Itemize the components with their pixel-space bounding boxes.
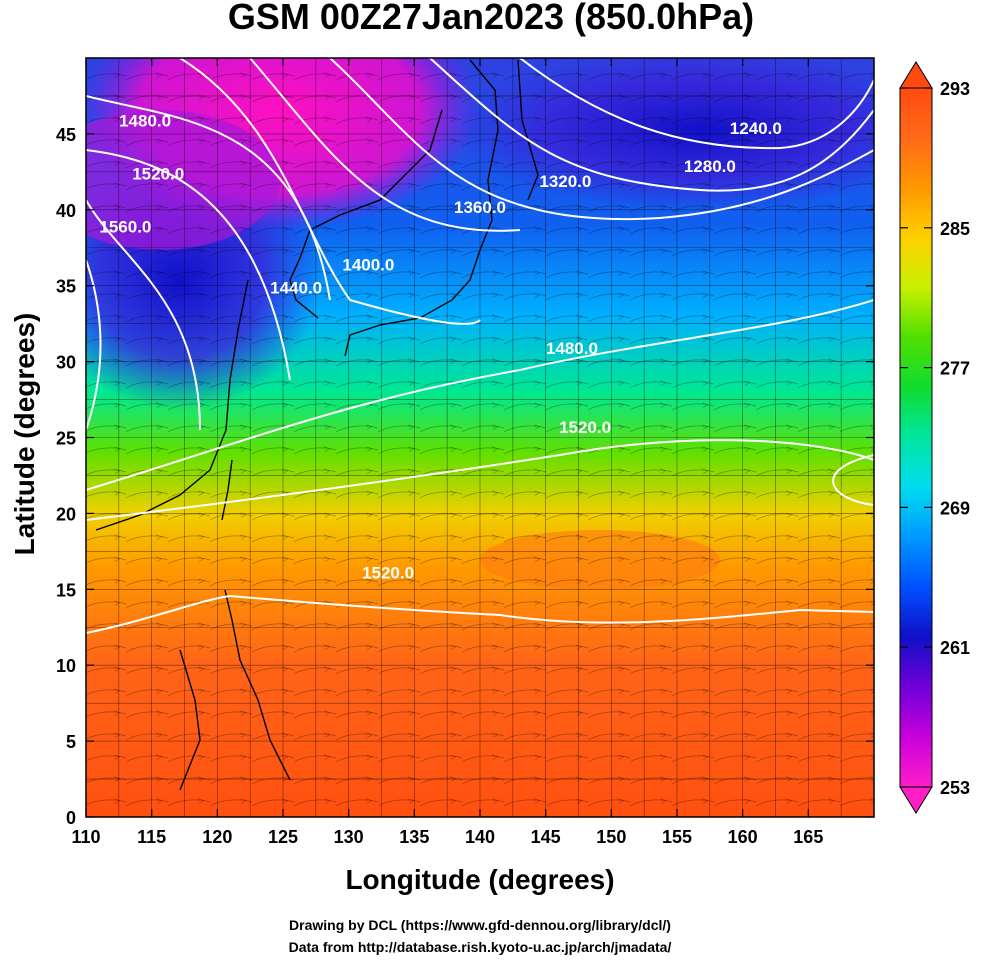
x-tick-label: 165 [793,827,823,847]
x-tick-label: 135 [399,827,429,847]
colorbar-tick-label: 269 [940,498,970,518]
y-axis-label: Latitude (degrees) [9,312,40,556]
x-tick-label: 140 [465,827,495,847]
credit-line-2: Data from http://database.rish.kyoto-u.a… [288,939,672,955]
x-axis-ticks: 110 115 120 125 130 135 140 145 150 155 160 165 [71,58,823,847]
contour-label: 1280.0 [684,157,736,176]
y-axis-ticks: 0 5 10 15 20 25 30 35 40 45 [56,125,874,828]
x-tick-label: 155 [662,827,692,847]
map-title: GSM 00Z27Jan2023 (850.0hPa) [227,0,755,37]
contour-label: 1480.0 [546,339,598,358]
x-tick-label: 150 [596,827,626,847]
y-tick-label: 25 [56,429,76,449]
contour-label: 1520.0 [132,164,184,183]
x-tick-label: 115 [137,827,166,847]
x-tick-label: 145 [531,827,561,847]
y-tick-label: 5 [66,732,76,752]
contour-label: 1360.0 [454,198,506,217]
colorbar-tick-label: 261 [940,638,970,658]
x-tick-label: 125 [268,827,298,847]
y-tick-label: 0 [66,808,76,828]
x-tick-label: 160 [728,827,758,847]
colorbar: 253 261 269 277 285 293 [899,61,970,814]
temperature-field [86,58,874,817]
colorbar-tick-label: 253 [940,778,970,798]
contour-label: 1320.0 [539,172,591,191]
x-tick-label: 130 [334,827,364,847]
y-tick-label: 20 [56,504,76,524]
contour-label: 1480.0 [119,111,171,130]
y-tick-label: 40 [56,201,76,221]
contour-label: 1560.0 [99,218,151,237]
x-tick-label: 110 [71,827,100,847]
y-tick-label: 10 [56,656,76,676]
credit-line-1: Drawing by DCL (https://www.gfd-dennou.o… [289,917,671,933]
y-tick-label: 30 [56,353,76,373]
contour-label: 1240.0 [730,119,782,138]
graticule [86,58,874,817]
colorbar-tick-label: 285 [940,219,970,239]
contour-label: 1520.0 [559,418,611,437]
colorbar-ticks: 253 261 269 277 285 293 [900,79,970,798]
contour-label: 1400.0 [342,256,394,275]
y-tick-label: 45 [56,125,76,145]
contour-label: 1520.0 [362,564,414,583]
x-tick-label: 120 [202,827,232,847]
colorbar-tick-label: 293 [940,79,970,99]
y-tick-label: 35 [56,277,76,297]
colorbar-tick-label: 277 [940,359,970,379]
contour-label: 1440.0 [270,278,322,297]
y-tick-label: 15 [56,580,76,600]
contour-labels: 1480.0 1520.0 1560.0 1440.0 1400.0 1360.0 1320… [99,111,781,582]
x-axis-label: Longitude (degrees) [345,864,615,895]
height-contours [86,58,874,634]
